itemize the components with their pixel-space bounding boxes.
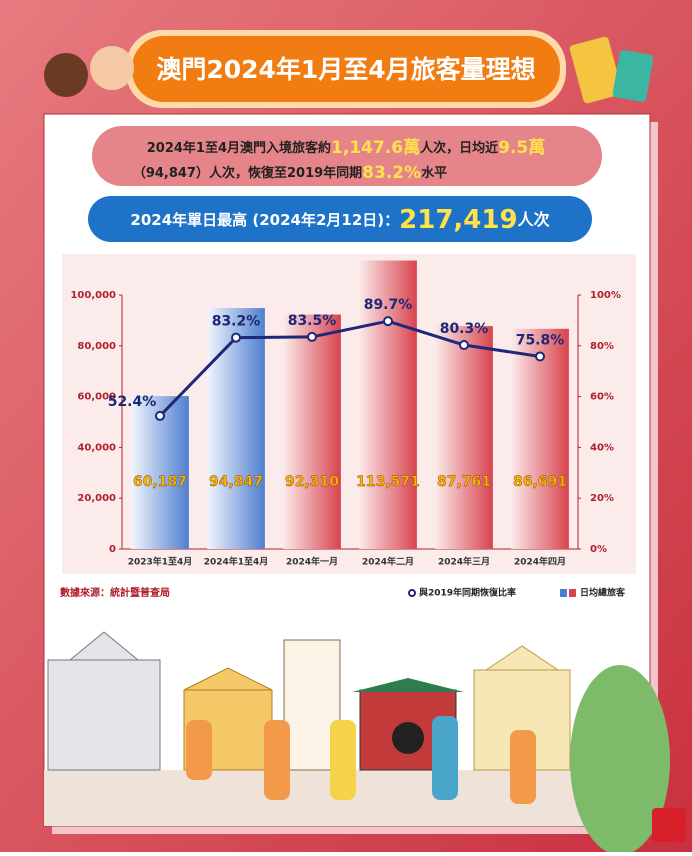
line-marker — [383, 316, 393, 327]
tourist — [264, 720, 290, 800]
y-tick-label: 40,000 — [77, 442, 116, 453]
map-icon — [569, 36, 623, 104]
line-marker — [535, 351, 545, 362]
tourist — [432, 716, 458, 800]
bar — [131, 396, 189, 549]
passport-icon — [612, 50, 654, 102]
temple-roof — [352, 678, 464, 692]
line-marker — [155, 410, 165, 421]
y2-tick-label: 100% — [590, 290, 621, 301]
building-roof — [183, 667, 273, 691]
summary-number: 83.2% — [362, 163, 421, 183]
y-tick-label: 60,000 — [77, 392, 116, 403]
summary-text: 水平 — [421, 165, 447, 181]
line-marker — [459, 340, 469, 351]
x-tick-label: 2023年1至4月 — [128, 556, 193, 568]
plot: 0 20,000 40,000 60,000 80,000 100,000 0% 20% 40%… — [70, 260, 626, 599]
bar — [283, 314, 341, 549]
line-value-label: 83.5% — [288, 313, 337, 329]
bar-value-label: 60,187 — [133, 474, 187, 490]
highlight-label: 2024年單日最高 (2024年2月12日)： — [130, 211, 399, 229]
bar — [435, 326, 493, 549]
tourists — [186, 716, 536, 804]
legend-label: 與2019年同期恢復比率 — [419, 587, 516, 599]
y2-tick-label: 60% — [590, 392, 614, 403]
y2-tick-label: 80% — [590, 341, 614, 352]
x-tick-label: 2024年三月 — [438, 556, 490, 568]
bar-value-label: 86,691 — [513, 474, 567, 490]
banner — [132, 36, 560, 102]
legend-marker — [408, 589, 416, 597]
summary-line: （94,847）人次，恢復至2019年同期83.2%水平 — [133, 163, 447, 183]
line-value-label: 83.2% — [212, 314, 261, 330]
x-tick-label: 2024年二月 — [362, 556, 414, 568]
summary-text: 2024年1至4月澳門入境旅客約 — [147, 140, 331, 156]
y-tick-label: 80,000 — [77, 341, 116, 352]
bar — [359, 260, 417, 549]
y-tick-label: 0 — [109, 544, 116, 555]
bar-value-label: 94,847 — [209, 474, 263, 490]
tourist — [510, 730, 536, 804]
line-value-label: 75.8% — [516, 332, 565, 348]
summary-pill — [92, 126, 602, 186]
highlight-unit: 人次 — [518, 210, 550, 229]
tourist — [330, 720, 356, 800]
bar — [511, 328, 569, 549]
figure — [44, 53, 88, 97]
y2-tick-label: 20% — [590, 493, 614, 504]
highlight-pill — [88, 196, 592, 242]
highlight: 2024年單日最高 (2024年2月12日)：217,419人次 — [130, 205, 549, 235]
bar-value-label: 92,310 — [285, 474, 339, 490]
line-value-label: 52.4% — [108, 394, 157, 410]
y-tick-label: 100,000 — [70, 290, 116, 301]
bar-value-label: 87,761 — [437, 474, 491, 490]
bar-value-label: 113,571 — [356, 474, 420, 490]
legend-swatch — [560, 589, 567, 597]
line-marker — [307, 331, 317, 342]
line-marker — [231, 332, 241, 343]
y2-tick-label: 0% — [590, 544, 607, 555]
source: 數據來源：統計暨普查局 — [60, 586, 170, 599]
x-tick-label: 2024年一月 — [286, 556, 338, 568]
summary-number: 1,147.6萬 — [331, 137, 420, 158]
building — [47, 659, 161, 771]
legend-swatch — [569, 589, 576, 597]
highlight-value: 217,419 — [399, 205, 517, 235]
y2-tick-label: 40% — [590, 442, 614, 453]
line-value-label: 80.3% — [440, 321, 489, 337]
building-roof — [484, 645, 560, 671]
bar — [207, 308, 265, 549]
temple-door — [392, 722, 424, 754]
line — [158, 319, 541, 417]
x-tick-label: 2024年四月 — [514, 556, 566, 568]
summary-line: 2024年1至4月澳門入境旅客約1,147.6萬人次，日均近9.5萬 — [147, 137, 545, 158]
tourist — [186, 720, 212, 780]
x-tick-label: 2024年1至4月 — [204, 556, 269, 568]
title: 澳門2024年1月至4月旅客量理想 — [156, 55, 535, 84]
tree — [570, 665, 670, 855]
legend-label: 日均總旅客 — [580, 587, 626, 599]
summary-text: （94,847）人次，恢復至2019年同期 — [133, 165, 362, 181]
logo — [652, 808, 686, 842]
y-tick-label: 20,000 — [77, 493, 116, 504]
line-value-label: 89.7% — [364, 297, 413, 313]
summary-text: 人次，日均近 — [420, 140, 498, 156]
figure — [90, 46, 134, 90]
building-roof — [68, 631, 140, 661]
summary-number: 9.5萬 — [498, 137, 545, 158]
